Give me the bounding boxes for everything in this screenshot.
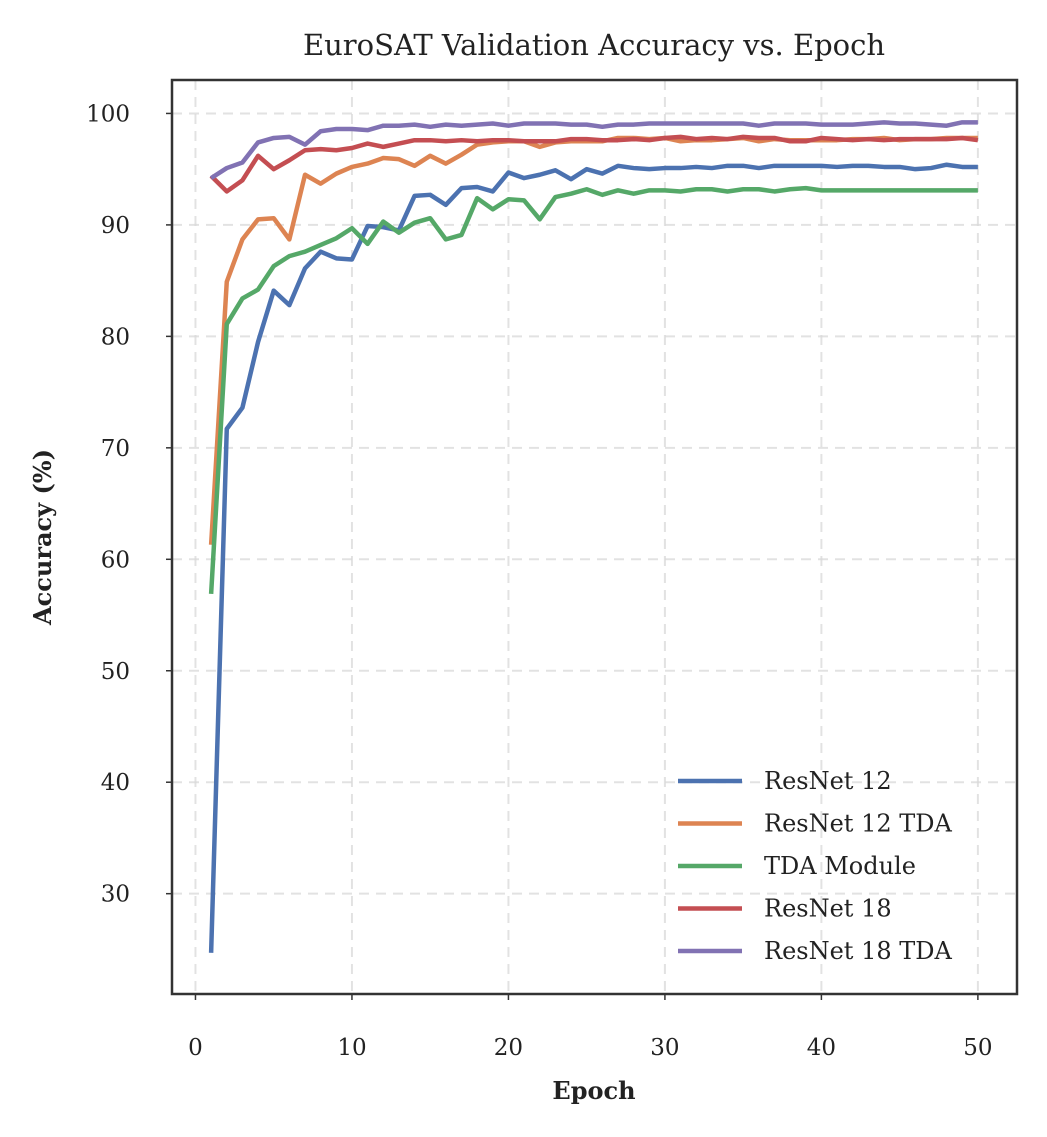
y-tick-label: 30 [101,882,130,908]
y-tick-label: 90 [101,213,130,239]
x-tick-label: 50 [963,1035,992,1061]
grid [172,80,1017,994]
y-tick-label: 100 [86,101,130,127]
x-tick-label: 40 [807,1035,836,1061]
series-line-resnet-12 [208,162,978,953]
y-tick-label: 80 [101,324,130,350]
legend: ResNet 12 ResNet 12 TDA TDA Module ResNet 1… [678,767,952,965]
chart-title: EuroSAT Validation Accuracy vs. Epoch [303,28,885,62]
x-tick-label: 30 [650,1035,679,1061]
y-tick-label: 60 [101,547,130,573]
series-line-resnet-12-tda [208,135,978,545]
legend-label-resnet-12: ResNet 12 [764,767,892,795]
legend-label-resnet-18: ResNet 18 [764,895,892,923]
y-tick-label: 40 [101,770,130,796]
plot-frame [170,78,1019,996]
y-axis-label: Accuracy (%) [28,449,57,626]
x-tick-label: 0 [188,1035,203,1061]
series-line-tda-module [208,185,978,594]
legend-label-resnet-12-tda: ResNet 12 TDA [764,810,952,838]
series-line-resnet-18-tda [209,120,978,180]
y-axis-ticks: 30 40 50 60 70 80 90 100 [86,101,172,908]
x-tick-label: 20 [494,1035,523,1061]
series-line-resnet-18 [209,134,979,194]
y-tick-label: 50 [101,659,130,685]
x-tick-label: 10 [337,1035,366,1061]
legend-label-tda-module: TDA Module [764,852,916,880]
x-axis-label: Epoch [552,1076,635,1105]
x-axis-ticks: 0 10 20 30 40 50 [188,994,993,1061]
y-tick-label: 70 [101,436,130,462]
series-lines [208,120,979,953]
legend-label-resnet-18-tda: ResNet 18 TDA [764,937,952,965]
